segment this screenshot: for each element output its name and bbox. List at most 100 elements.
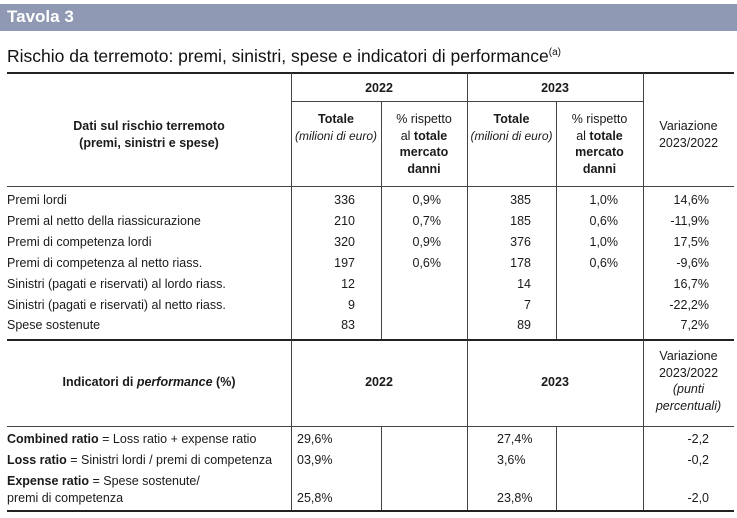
cell-pct-2023: 0,6% [589,255,619,270]
row-label: Sinistri (pagati e riservati) al netto r… [7,297,226,312]
perf-variation: -0,2 [687,453,709,467]
rule-section [7,339,734,341]
perf-year-2022: 2022 [365,375,393,389]
col-header-pct-line3: mercato [399,145,449,159]
col-header-pct-2022: % rispetto al totale mercato danni [381,111,467,177]
perf-value-2023: 3,6% [497,453,526,467]
col-header-total-label: Totale [318,112,354,126]
perf-value-2022: 25,8% [297,491,333,505]
rule-top [7,72,734,74]
perf-var-line1: Variazione [659,349,718,363]
title-text: Rischio da terremoto: premi, sinistri, s… [7,46,549,66]
perf-year-2023: 2023 [541,375,569,389]
vline [381,427,382,510]
row-label: Premi di competenza al netto riass. [7,255,203,270]
vline [643,73,644,339]
row-label: Spese sostenute [7,318,101,333]
cell-total-2023: 7 [524,297,531,312]
row-header-line2: (premi, sinistri e spese) [79,135,219,150]
cell-variation: -9,6% [676,255,709,270]
cell-total-2022: 210 [334,213,355,228]
cell-total-2023: 89 [517,318,531,333]
perf-var-line2: 2023/2022 [658,365,719,380]
cell-variation: -11,9% [670,213,709,228]
rule-perf-header-bottom [7,426,734,427]
col-header-pct-line1: % rispetto [396,112,452,126]
perf-ratio-name: Expense ratio [7,474,89,488]
cell-total-2023: 385 [510,193,531,207]
perf-label-italic: performance [136,375,213,389]
vline [467,73,468,339]
col-header-pct-line3: mercato [575,145,624,159]
perf-ratio-formula: = Sinistri lordi / premi di competenza [66,453,273,467]
perf-row-header: Indicatori di performance (%) [7,374,291,391]
cell-pct-2022: 0,9% [412,234,442,249]
perf-label-post: (%) [212,375,236,389]
page-title: Rischio da terremoto: premi, sinistri, s… [7,46,561,67]
perf-row-label: Expense ratio = Spese sostenute/ [7,473,200,490]
cell-total-2022: 197 [334,255,355,270]
perf-ratio-formula-line2: premi di competenza [7,491,124,505]
year-header-2023: 2023 [541,81,569,95]
rule-bottom [7,510,734,512]
cell-pct-2023: 1,0% [589,234,619,249]
row-label: Sinistri (pagati e riservati) al lordo r… [7,276,226,291]
cell-variation: 17,5% [673,234,709,249]
col-header-pct-line1: % rispetto [571,112,628,126]
perf-row-label: Combined ratio = Loss ratio + expense ra… [7,431,256,448]
col-header-pct-line2-pre: al [576,128,590,143]
col-header-total-2022: Totale (milioni di euro) [291,111,381,144]
vline [467,340,468,510]
perf-label-pre: Indicatori di [62,375,137,389]
col-header-pct-line4: danni [407,161,441,176]
perf-ratio-formula: = Loss ratio + expense ratio [98,432,257,446]
perf-value-2022: 29,6% [297,432,333,446]
col-header-variation-line1: Variazione [659,119,718,133]
col-header-total-label: Totale [493,112,530,126]
cell-pct-2023: 0,6% [589,213,619,228]
table-number-bar: Tavola 3 [0,4,737,31]
cell-total-2023: 185 [510,213,531,228]
perf-value-2023: 23,8% [497,491,533,505]
col-header-total-2023: Totale (milioni di euro) [467,111,556,144]
cell-total-2023: 14 [517,276,531,291]
perf-row-label: Loss ratio = Sinistri lordi / premi di c… [7,452,272,469]
cell-variation: -22,2% [669,297,709,312]
row-header: Dati sul rischio terremoto (premi, sinis… [7,118,291,151]
vline [381,101,382,339]
cell-total-2022: 83 [341,318,355,333]
perf-var-line4: percentuali) [655,398,722,413]
vline [556,101,557,339]
cell-pct-2022: 0,6% [412,255,442,270]
cell-total-2022: 9 [348,297,355,312]
title-footnote-marker: (a) [548,47,561,59]
perf-variation: -2,2 [687,432,709,446]
perf-ratio-name: Combined ratio [7,432,99,446]
perf-col-header-variation: Variazione 2023/2022 (punti percentuali) [643,348,734,414]
perf-var-line3: (punti [672,382,705,396]
perf-ratio-name: Loss ratio [7,453,67,467]
vline [291,340,292,510]
col-header-total-unit: (milioni di euro) [470,128,553,143]
cell-pct-2023: 1,0% [589,193,619,207]
row-header-line1: Dati sul rischio terremoto [73,119,225,133]
col-header-variation-line2: 2023/2022 [658,135,719,150]
vline [556,427,557,510]
col-header-pct-line4: danni [582,161,617,176]
cell-total-2022: 336 [334,193,355,207]
col-header-pct-line2-bold: totale [413,128,448,143]
row-label: Premi lordi [7,193,67,207]
cell-variation: 7,2% [680,318,710,333]
year-header-2022: 2022 [365,81,393,95]
col-header-pct-line2-pre: al [400,128,414,143]
vline [291,73,292,339]
col-header-pct-line2-bold: totale [589,128,623,143]
table-number: Tavola 3 [7,7,74,26]
col-header-variation: Variazione 2023/2022 [643,118,734,151]
col-header-total-unit: (milioni di euro) [294,128,378,143]
col-header-pct-2023: % rispetto al totale mercato danni [556,111,643,177]
perf-ratio-formula: = Spese sostenute/ [88,474,200,488]
cell-pct-2022: 0,9% [412,193,442,207]
perf-value-2022: 03,9% [297,453,333,467]
row-label: Premi al netto della riassicurazione [7,213,201,228]
